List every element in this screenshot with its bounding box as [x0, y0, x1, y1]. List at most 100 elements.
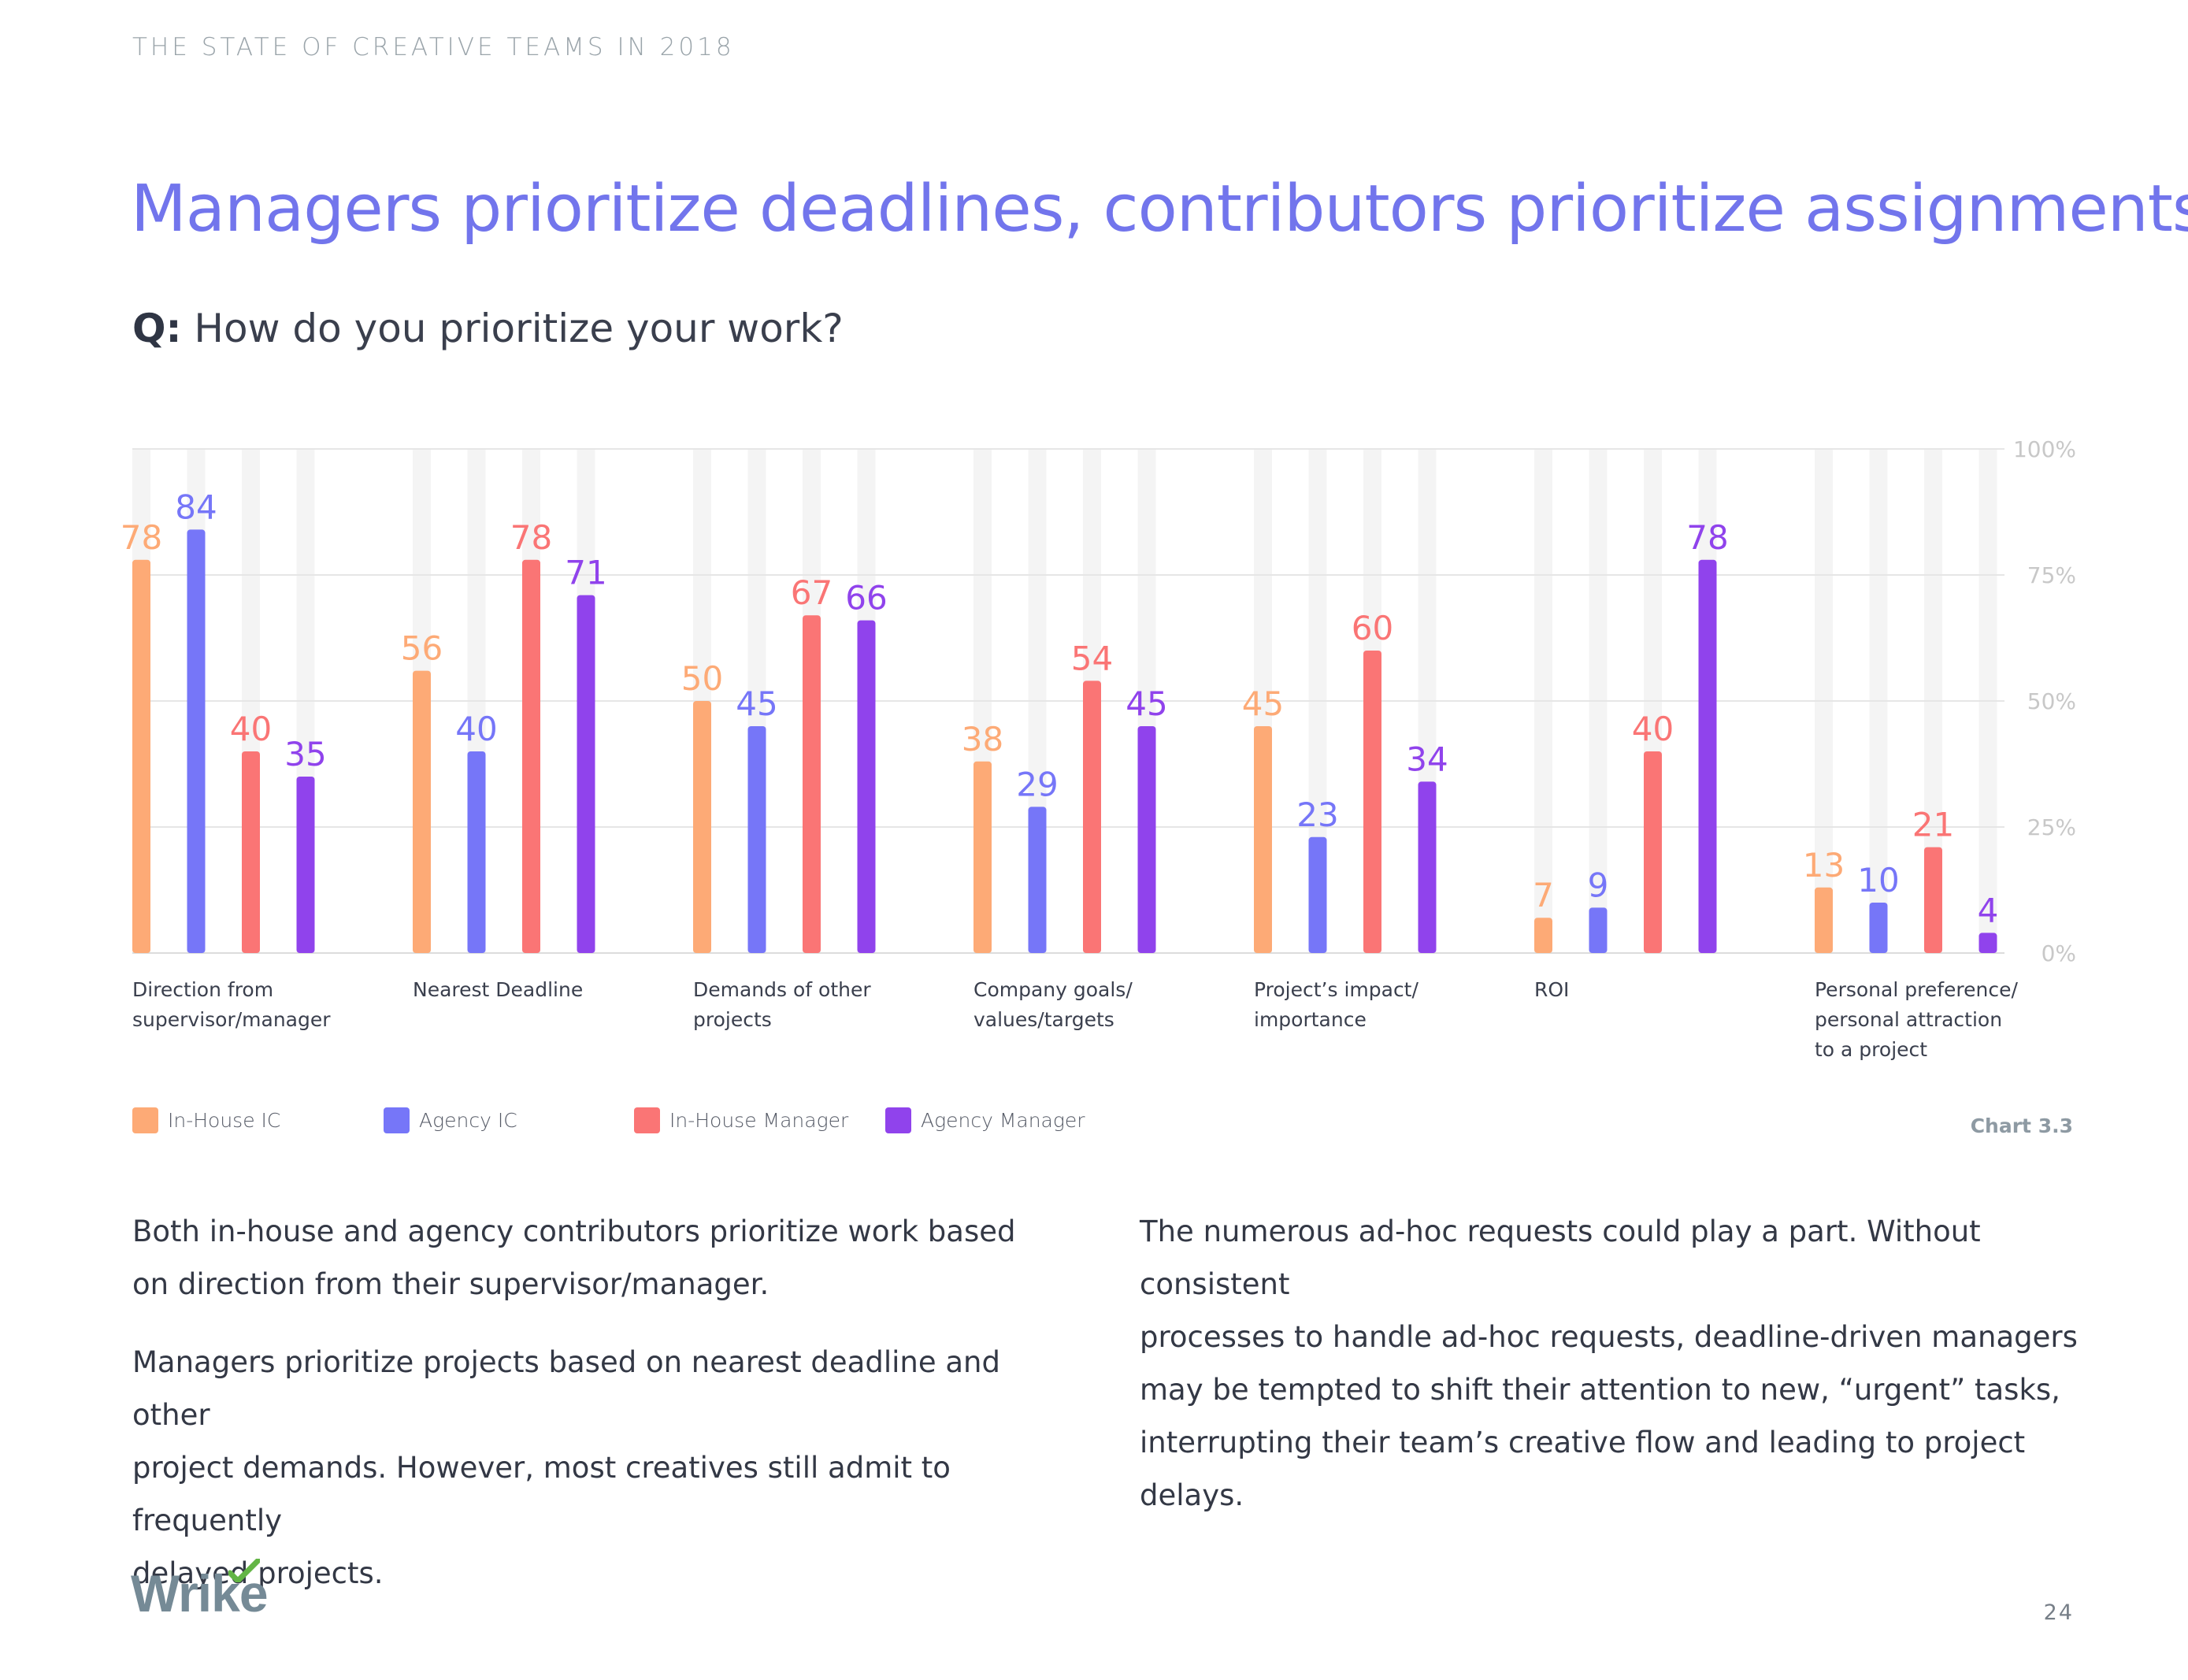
category-label: Nearest Deadline: [413, 978, 583, 1001]
value-label: 40: [1632, 710, 1674, 748]
bar: [747, 726, 766, 953]
legend-label: In-House IC: [168, 1108, 281, 1132]
value-labels: 78 84 40 35 56 40 78 71 50 45 67 66 38 29 54 45 45 23 60 34…: [121, 488, 1999, 929]
bar: [973, 761, 992, 953]
value-label: 66: [845, 579, 887, 617]
category-label-line: Nearest Deadline: [413, 978, 583, 1001]
category-label-line: Direction from: [132, 978, 273, 1001]
value-label: 50: [681, 659, 723, 698]
value-label: 38: [962, 720, 1003, 758]
chart-number: Chart 3.3: [1970, 1114, 2073, 1137]
body-paragraph: Both in-house and agency contributors pr…: [132, 1215, 1016, 1301]
value-label: 84: [175, 488, 217, 526]
bar: [1254, 726, 1272, 953]
bar: [1644, 751, 1662, 953]
legend-label: Agency IC: [419, 1108, 517, 1132]
logo-check-icon: [228, 1559, 260, 1582]
y-tick-label: 25%: [2027, 814, 2076, 840]
category-label-line: supervisor/manager: [132, 1008, 331, 1031]
legend-label: Agency Manager: [921, 1108, 1085, 1132]
value-label: 78: [1686, 518, 1728, 557]
question-label: Q:: [132, 306, 182, 351]
wrike-logo: Wrike: [131, 1559, 269, 1623]
value-label: 78: [121, 518, 162, 557]
value-label: 78: [510, 518, 552, 557]
gridlines: [132, 448, 2004, 954]
bar: [187, 529, 206, 953]
y-tick-label: 0%: [2042, 940, 2076, 966]
value-label: 34: [1406, 740, 1448, 778]
bar: [1924, 847, 1942, 953]
category-label-line: Project’s impact/: [1254, 978, 1418, 1001]
value-label: 29: [1016, 765, 1058, 803]
value-label: 23: [1296, 795, 1338, 834]
category-label-line: to a project: [1815, 1038, 1927, 1061]
category-label-line: Personal preference/: [1815, 978, 2018, 1001]
bar: [1137, 726, 1156, 953]
question-text: How do you prioritize your work?: [194, 306, 844, 351]
bar: [1978, 933, 1997, 953]
bar: [1869, 903, 1888, 953]
bar: [1363, 651, 1381, 953]
category-label: Project’s impact/importance: [1254, 978, 1418, 1031]
bar: [693, 701, 711, 953]
legend-item: Agency IC: [384, 1107, 517, 1133]
legend-item: In-House Manager: [634, 1107, 848, 1133]
value-label: 40: [230, 710, 272, 748]
category-label-line: Demands of other: [693, 978, 871, 1001]
y-tick-label: 100%: [2013, 436, 2076, 462]
value-label: 7: [1533, 876, 1554, 914]
page-title: Managers prioritize deadlines, contribut…: [131, 172, 2188, 247]
value-label: 40: [455, 710, 497, 748]
category-label: Direction from supervisor/manager: [132, 978, 331, 1031]
category-label-line: ROI: [1534, 978, 1569, 1001]
value-label: 45: [1242, 684, 1284, 723]
value-label: 67: [791, 573, 833, 612]
y-tick-label: 75%: [2027, 562, 2076, 588]
body-right-column: The numerous ad-hoc requests could play …: [1140, 1205, 2085, 1547]
bar: [1308, 836, 1327, 953]
legend-item: Agency Manager: [885, 1107, 1085, 1133]
value-label: 45: [736, 684, 777, 723]
body-left-column: Both in-house and agency contributors pr…: [132, 1205, 1070, 1625]
bar: [1815, 887, 1833, 953]
legend-item: In-House IC: [132, 1107, 280, 1133]
value-label: 71: [565, 554, 606, 592]
bar: [296, 777, 315, 953]
body-paragraph: Managers prioritize projects based on ne…: [132, 1345, 1000, 1590]
legend-swatch: [634, 1107, 660, 1133]
question: Q: How do you prioritize your work?: [132, 306, 844, 351]
page-number: 24: [2043, 1600, 2074, 1625]
category-label-line: Company goals/: [973, 978, 1133, 1001]
y-tick-label: 50%: [2027, 688, 2076, 714]
legend-label: In-House Manager: [669, 1108, 849, 1132]
bar: [1589, 907, 1608, 953]
bar: [1698, 559, 1717, 953]
bar: [1534, 918, 1552, 953]
value-label: 9: [1588, 866, 1609, 904]
bars: [132, 529, 1997, 953]
value-label: 10: [1857, 861, 1899, 899]
category-label: Demands of other projects: [693, 978, 871, 1031]
value-label: 56: [401, 629, 443, 668]
y-tick-labels: 0% 25% 50% 75% 100%: [2013, 436, 2076, 966]
legend-swatch: [132, 1107, 158, 1133]
category-label: Company goals/values/targets: [973, 978, 1133, 1031]
category-label: ROI: [1534, 978, 1569, 1001]
category-label: Personal preference/personal attraction t…: [1815, 978, 2018, 1061]
bar: [1083, 681, 1101, 953]
bar: [413, 670, 431, 953]
bar: [1418, 781, 1437, 953]
category-label-line: projects: [693, 1008, 772, 1031]
category-label-line: importance: [1254, 1008, 1367, 1031]
bar: [577, 595, 595, 953]
bar: [522, 559, 540, 953]
value-label: 21: [1912, 806, 1954, 844]
value-label: 4: [1978, 891, 1999, 929]
bar: [857, 620, 876, 953]
value-label: 35: [284, 735, 326, 773]
bar: [132, 559, 150, 953]
bar: [803, 615, 821, 953]
value-label: 54: [1071, 639, 1113, 677]
bar: [242, 751, 260, 953]
